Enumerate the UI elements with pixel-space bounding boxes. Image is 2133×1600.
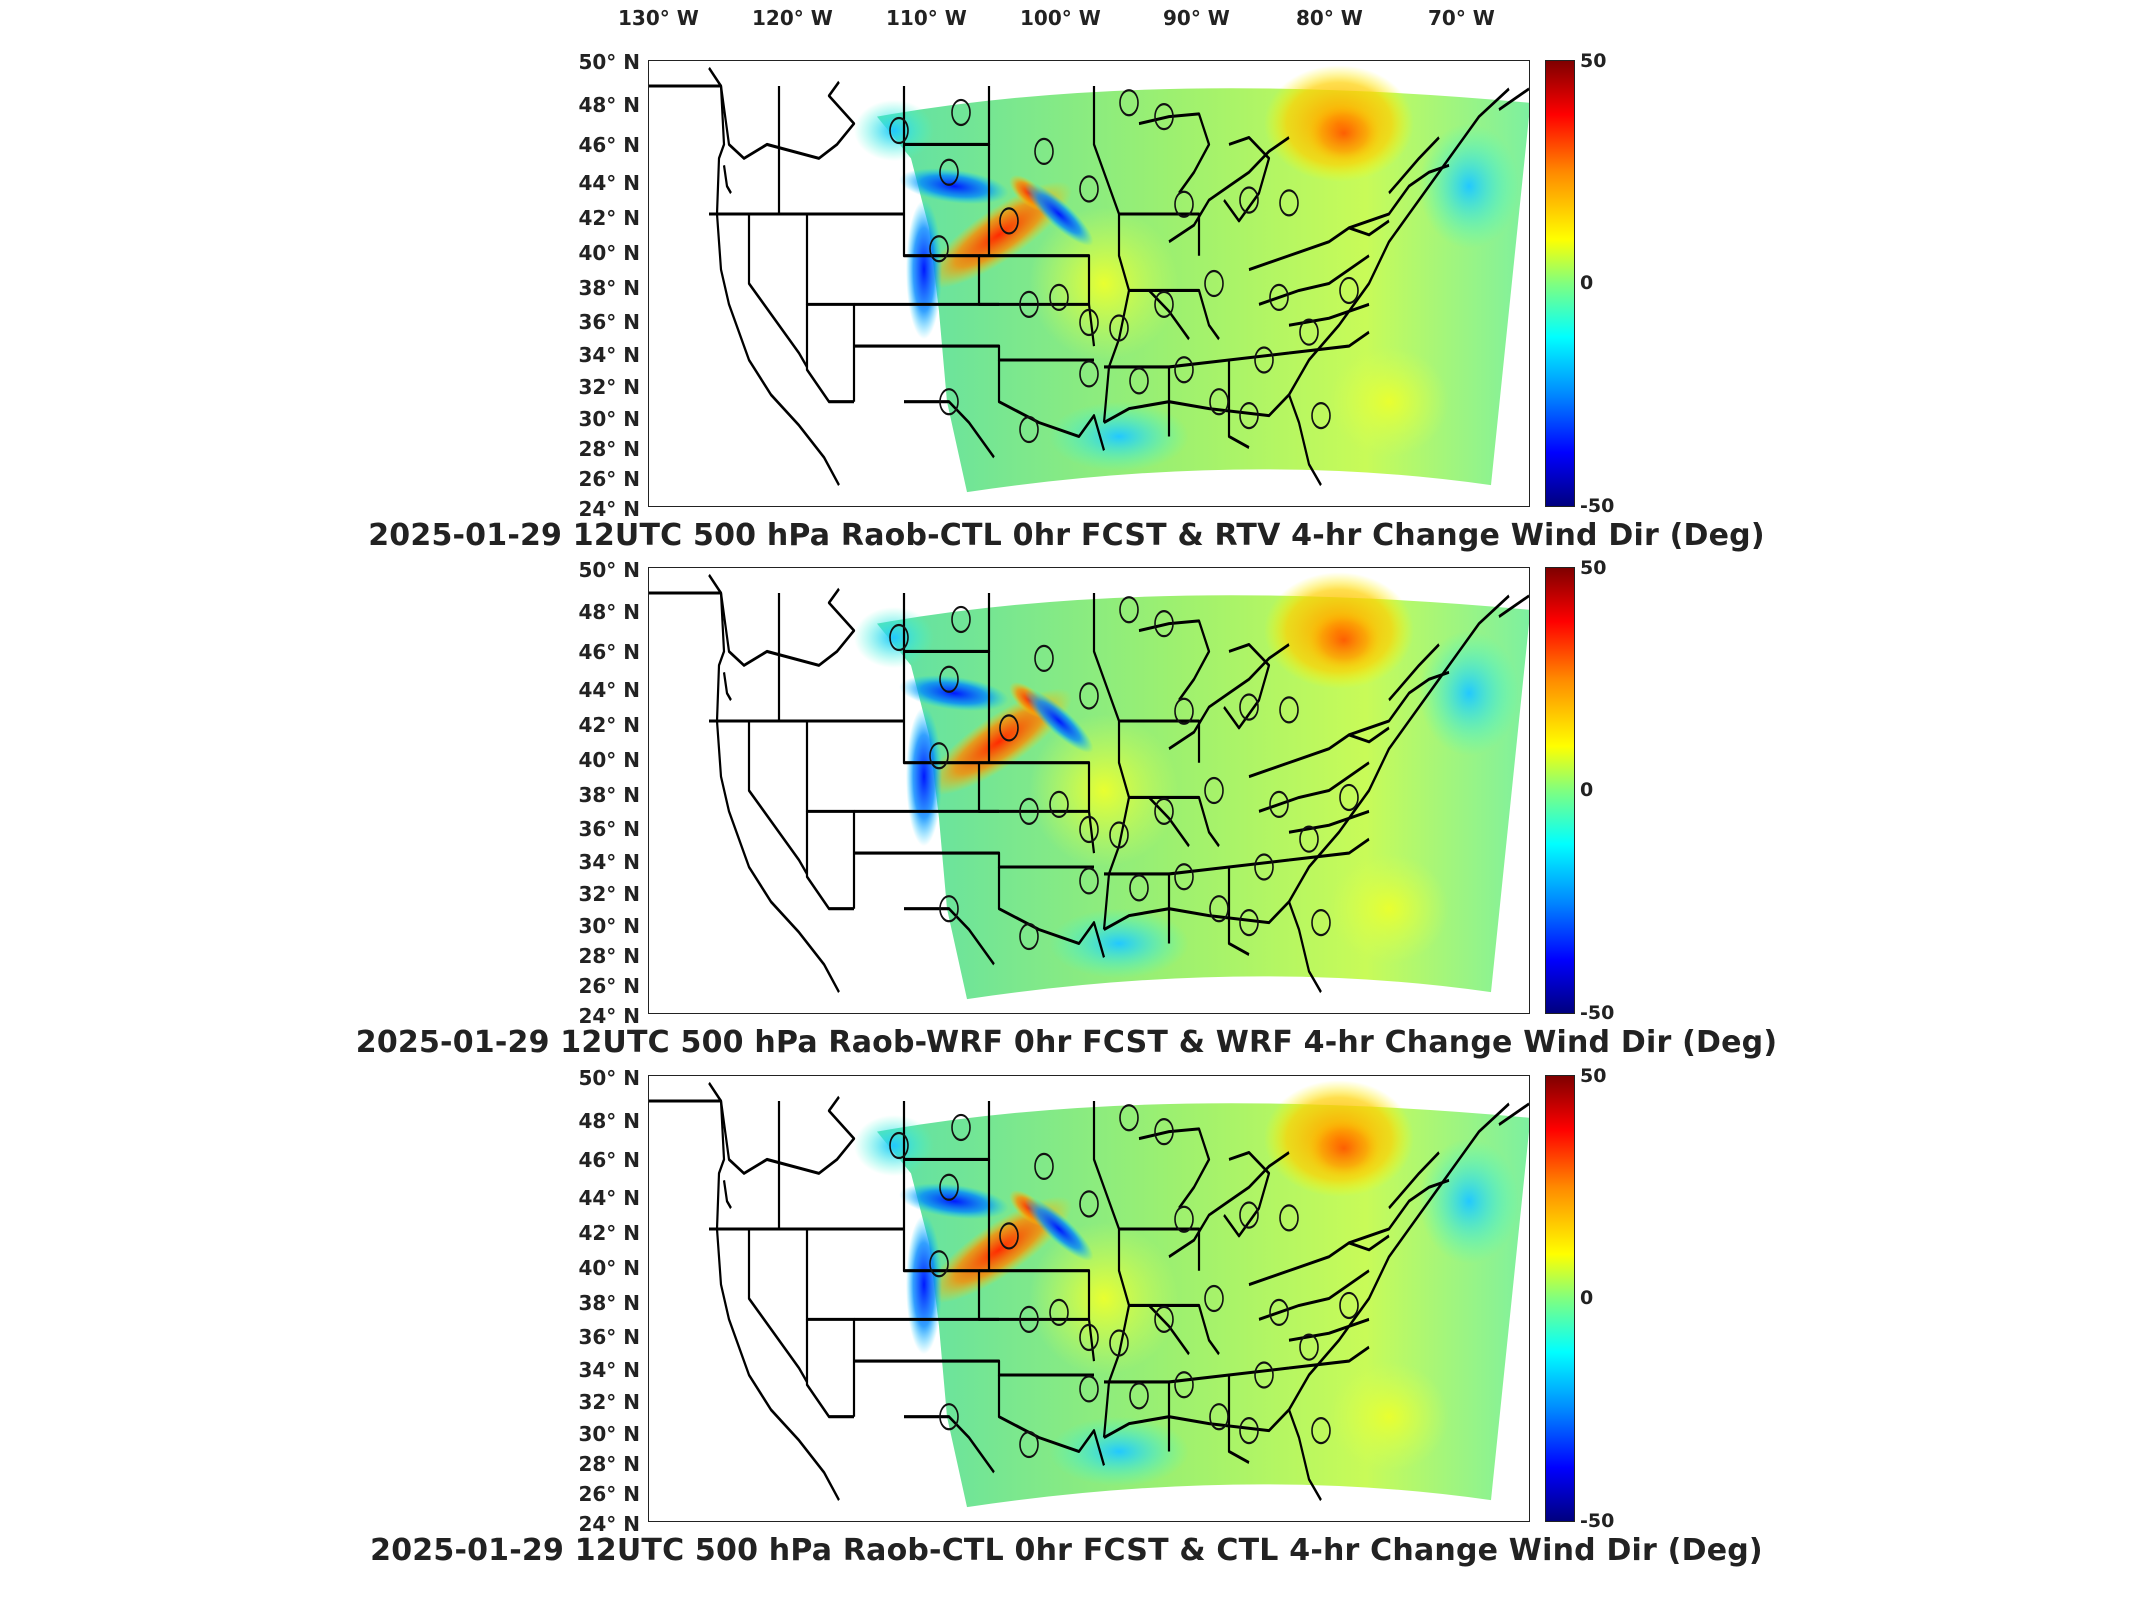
lat-label: 42° N — [578, 1221, 640, 1245]
map-canvas — [649, 63, 1529, 494]
colorbar-min-label: -50 — [1580, 495, 1615, 517]
lat-label: 42° N — [578, 713, 640, 737]
lat-label: 36° N — [578, 817, 640, 841]
panel-title: 2025-01-29 12UTC 500 hPa Raob-WRF 0hr FC… — [355, 1025, 1778, 1060]
lat-label: 50° N — [578, 558, 640, 582]
lon-label: 80° W — [1296, 6, 1363, 30]
lat-label: 26° N — [578, 467, 640, 491]
colorbar-mid-label: 0 — [1580, 779, 1594, 801]
lat-label: 50° N — [578, 1066, 640, 1090]
lat-label: 46° N — [578, 133, 640, 157]
lat-label: 24° N — [578, 497, 640, 521]
map-plot — [648, 1075, 1530, 1522]
lat-label: 34° N — [578, 850, 640, 874]
colorbar-mid-label: 0 — [1580, 1287, 1594, 1309]
lat-label: 30° N — [578, 407, 640, 431]
colorbar — [1545, 60, 1575, 507]
lat-label: 36° N — [578, 310, 640, 334]
lat-label: 30° N — [578, 914, 640, 938]
lat-label: 24° N — [578, 1512, 640, 1536]
lat-label: 38° N — [578, 1291, 640, 1315]
lat-label: 32° N — [578, 882, 640, 906]
lat-label: 24° N — [578, 1004, 640, 1028]
colorbar-max-label: 50 — [1580, 557, 1607, 579]
lat-label: 48° N — [578, 1109, 640, 1133]
map-canvas — [649, 1078, 1529, 1509]
panel-title: 2025-01-29 12UTC 500 hPa Raob-CTL 0hr FC… — [370, 1533, 1763, 1568]
lat-label: 34° N — [578, 1358, 640, 1382]
lat-label: 26° N — [578, 974, 640, 998]
map-canvas — [649, 570, 1529, 1001]
lat-label: 40° N — [578, 1256, 640, 1280]
lat-label: 46° N — [578, 640, 640, 664]
lat-label: 50° N — [578, 50, 640, 74]
lat-label: 26° N — [578, 1482, 640, 1506]
lat-label: 40° N — [578, 748, 640, 772]
colorbar — [1545, 1075, 1575, 1522]
lat-label: 48° N — [578, 93, 640, 117]
lon-label: 90° W — [1163, 6, 1230, 30]
colorbar-max-label: 50 — [1580, 1065, 1607, 1087]
lat-label: 40° N — [578, 241, 640, 265]
colorbar-min-label: -50 — [1580, 1510, 1615, 1532]
lat-label: 28° N — [578, 1452, 640, 1476]
lat-label: 28° N — [578, 944, 640, 968]
map-plot — [648, 60, 1530, 507]
colorbar-max-label: 50 — [1580, 50, 1607, 72]
lat-label: 46° N — [578, 1148, 640, 1172]
lon-label: 120° W — [752, 6, 833, 30]
lon-label: 100° W — [1020, 6, 1101, 30]
lat-label: 48° N — [578, 600, 640, 624]
lon-label: 70° W — [1428, 6, 1495, 30]
colorbar-min-label: -50 — [1580, 1002, 1615, 1024]
lat-label: 36° N — [578, 1325, 640, 1349]
lat-label: 32° N — [578, 375, 640, 399]
lat-label: 44° N — [578, 171, 640, 195]
lat-label: 34° N — [578, 343, 640, 367]
lat-label: 44° N — [578, 1186, 640, 1210]
lat-label: 30° N — [578, 1422, 640, 1446]
lat-label: 28° N — [578, 437, 640, 461]
lon-label: 110° W — [886, 6, 967, 30]
panel-title: 2025-01-29 12UTC 500 hPa Raob-CTL 0hr FC… — [368, 518, 1765, 553]
colorbar-mid-label: 0 — [1580, 272, 1594, 294]
lon-label: 130° W — [618, 6, 699, 30]
lat-label: 38° N — [578, 783, 640, 807]
lat-label: 42° N — [578, 206, 640, 230]
colorbar — [1545, 567, 1575, 1014]
lat-label: 44° N — [578, 678, 640, 702]
lat-label: 38° N — [578, 276, 640, 300]
map-plot — [648, 567, 1530, 1014]
lat-label: 32° N — [578, 1390, 640, 1414]
